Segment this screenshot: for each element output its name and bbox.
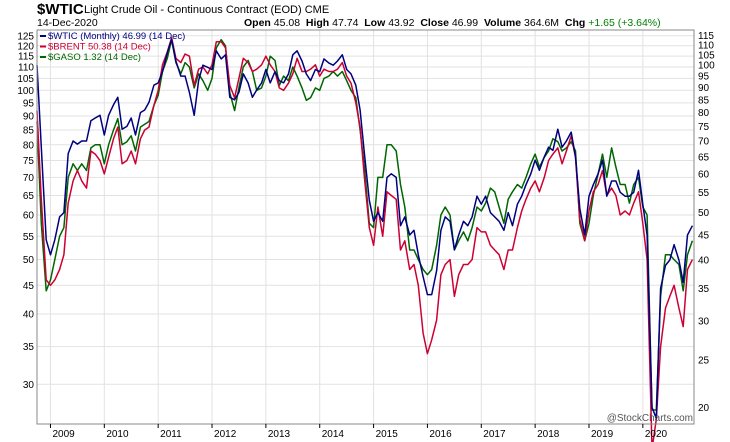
high-value: 47.74 [332,17,359,29]
y-left-tick-label: 55 [23,232,35,243]
y-left-tick-label: 95 [23,98,35,109]
y-right-tick-label: 45 [698,230,710,241]
close-label: Close [420,17,449,29]
chart-legend: $WTIC (Monthly) 46.99 (14 Dec)$BRENT 50.… [40,31,185,63]
ohlc-readout: Open 45.08 High 47.74 Low 43.92 Close 46… [244,17,661,29]
y-right-tick-label: 35 [698,284,710,295]
y-right-tick-label: 70 [698,137,710,148]
y-left-tick-label: 115 [18,52,34,63]
chart-description: Light Crude Oil - Continuous Contract (E… [84,4,329,16]
y-left-tick-label: 100 [17,86,34,97]
series-line [36,38,694,411]
y-right-tick-label: 55 [698,188,710,199]
y-right-tick-label: 75 [698,122,710,133]
volume-label: Volume [483,17,522,29]
chart-ticks: 3035404550556065707580859095100105110115… [17,31,715,440]
y-left-tick-label: 125 [17,31,34,42]
chart-grid [37,30,694,424]
y-right-tick-label: 90 [698,83,710,94]
y-right-tick-label: 20 [698,403,710,414]
y-left-tick-label: 65 [23,191,35,202]
y-left-tick-label: 90 [23,112,35,123]
chart-date: 14-Dec-2020 [37,17,98,29]
x-tick-label: 2011 [160,429,182,440]
y-left-tick-label: 45 [23,281,35,292]
x-tick-label: 2012 [214,429,237,440]
chart-symbol: $WTIC [37,1,84,18]
x-tick-label: 2016 [429,429,452,440]
y-left-tick-label: 120 [17,41,34,52]
y-right-tick-label: 30 [698,317,710,328]
x-tick-label: 2017 [483,429,506,440]
y-right-tick-label: 80 [698,108,710,119]
close-value: 46.99 [451,17,479,29]
instrument-description: Light Crude Oil - Continuous Contract (E… [84,4,302,16]
y-left-tick-label: 105 [17,74,34,85]
exchange-label: CME [304,4,330,16]
y-left-tick-label: 80 [23,140,35,151]
series-line [36,38,694,420]
legend-label: $BRENT 50.38 (14 Dec) [48,42,151,53]
y-right-tick-label: 110 [698,40,714,51]
legend-label: $GASO 1.32 (14 Dec) [48,52,141,63]
high-label: High [305,17,330,29]
y-left-tick-label: 70 [23,173,35,184]
y-left-tick-label: 30 [23,380,35,391]
chart-frame [36,29,695,425]
x-tick-label: 2013 [268,429,291,440]
y-right-tick-label: 105 [698,50,715,61]
legend-label: $WTIC (Monthly) 46.99 (14 Dec) [48,31,185,42]
y-right-tick-label: 25 [698,355,710,366]
y-left-tick-label: 75 [23,156,35,167]
y-right-tick-label: 50 [698,208,710,219]
y-left-tick-label: 85 [23,125,35,136]
y-left-tick-label: 60 [23,211,35,222]
y-right-tick-label: 40 [698,256,710,267]
series-line [36,37,694,442]
y-left-tick-label: 40 [23,310,35,321]
chart-series [36,37,694,442]
x-tick-label: 2010 [106,429,129,440]
y-right-tick-label: 60 [698,169,710,180]
change-value: +1.65 (+3.64%) [588,17,661,29]
plot-border [36,29,695,425]
low-value: 43.92 [388,17,415,29]
y-left-tick-label: 50 [23,255,35,266]
low-label: Low [364,17,386,29]
open-label: Open [244,17,271,29]
volume-value: 364.6M [524,17,560,29]
x-tick-label: 2009 [52,429,75,440]
y-left-tick-label: 35 [23,342,35,353]
y-right-tick-label: 95 [698,72,710,83]
y-right-tick-label: 85 [698,95,710,106]
stockcharts-watermark: @StockCharts.com [607,413,693,424]
y-right-tick-label: 65 [698,152,710,163]
x-tick-label: 2014 [322,429,345,440]
y-right-tick-label: 100 [698,61,715,72]
x-tick-label: 2018 [537,429,560,440]
y-left-tick-label: 110 [18,63,34,74]
x-tick-label: 2015 [376,429,399,440]
y-right-tick-label: 115 [698,31,714,42]
change-label: Chg [564,17,586,29]
open-value: 45.08 [273,17,301,29]
x-tick-label: 2020 [645,429,668,440]
x-tick-label: 2019 [591,429,614,440]
